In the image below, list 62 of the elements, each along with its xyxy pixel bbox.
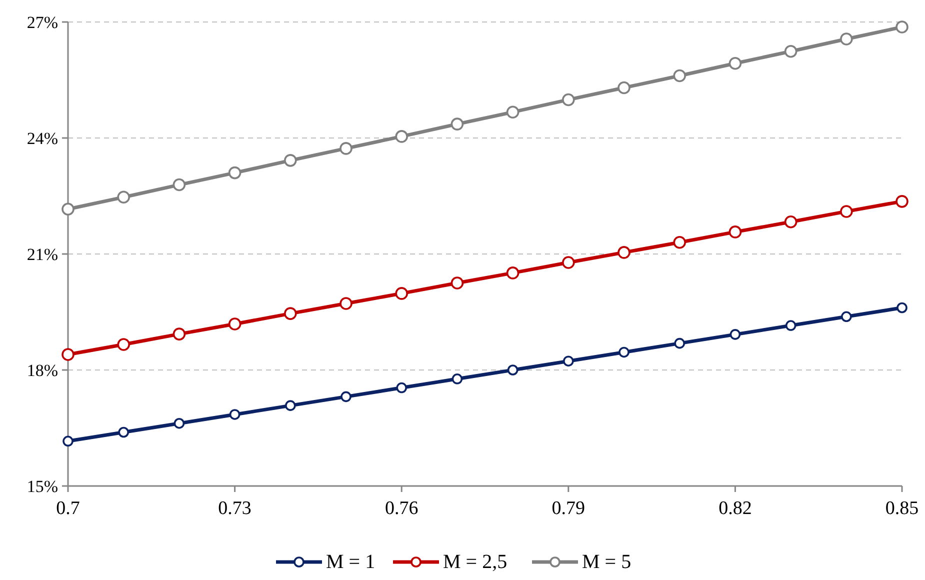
- point: [284, 154, 297, 167]
- point: [507, 364, 518, 376]
- point: [840, 205, 853, 218]
- point: [674, 338, 685, 349]
- x-tick-label: 0.7: [56, 498, 80, 519]
- point: [673, 236, 686, 249]
- point: [896, 302, 908, 314]
- point: [62, 436, 74, 447]
- point: [506, 266, 520, 280]
- point: [229, 409, 240, 420]
- x-tick-label: 0.79: [552, 498, 586, 519]
- point: [396, 382, 407, 394]
- point: [284, 307, 297, 320]
- point: [562, 93, 575, 106]
- legend-label: M = 5: [582, 551, 632, 573]
- point: [563, 356, 574, 367]
- point: [730, 329, 741, 340]
- point: [62, 202, 74, 216]
- point: [840, 32, 853, 46]
- y-tick-label: 18%: [26, 360, 58, 380]
- point: [728, 226, 742, 238]
- point: [174, 418, 185, 429]
- point: [395, 287, 408, 300]
- point: [62, 348, 74, 361]
- x-tick-label: 0.73: [218, 498, 252, 519]
- point: [562, 256, 575, 269]
- x-tick-label: 0.76: [384, 498, 418, 519]
- point: [172, 178, 186, 192]
- point: [785, 320, 796, 331]
- point: [896, 195, 908, 208]
- point: [728, 56, 742, 70]
- legend-label: M = 1: [326, 551, 376, 573]
- point: [450, 276, 464, 290]
- point: [340, 142, 352, 155]
- point: [784, 44, 798, 58]
- point: [506, 106, 520, 118]
- y-tick-label: 27%: [26, 12, 58, 32]
- y-tick-label: 24%: [26, 128, 58, 148]
- point: [452, 373, 463, 384]
- y-tick-label: 15%: [26, 476, 58, 496]
- point: [340, 391, 352, 402]
- point: [450, 118, 464, 130]
- point: [618, 81, 630, 94]
- point: [117, 338, 130, 351]
- point: [395, 130, 408, 143]
- point: [896, 20, 908, 34]
- x-tick-label: 0.85: [885, 498, 919, 519]
- point: [784, 216, 798, 228]
- point: [172, 328, 186, 340]
- point: [841, 311, 852, 322]
- point: [228, 166, 242, 180]
- point: [340, 297, 352, 310]
- y-tick-label: 21%: [26, 244, 58, 264]
- legend-label: M = 2,5: [443, 551, 508, 573]
- point: [117, 190, 130, 204]
- point: [285, 400, 296, 411]
- point: [618, 346, 630, 358]
- point: [673, 69, 686, 82]
- point: [118, 426, 129, 438]
- point: [228, 318, 242, 330]
- point: [618, 246, 630, 259]
- x-tick-label: 0.82: [718, 498, 752, 519]
